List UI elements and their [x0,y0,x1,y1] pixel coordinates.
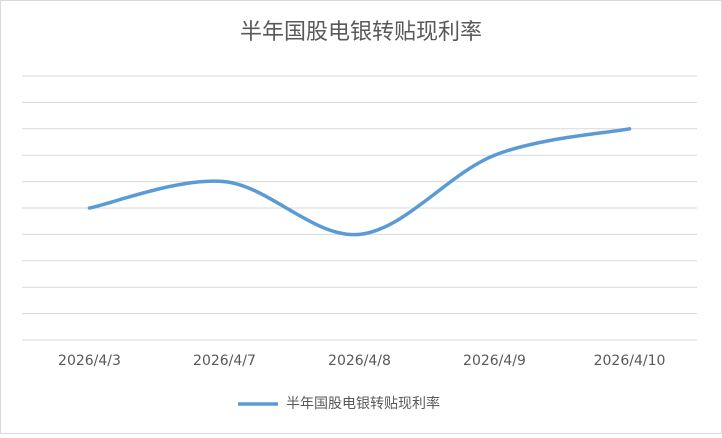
chart-title: 半年国股电银转贴现利率 [240,20,482,45]
x-tick-label: 2026/4/3 [58,353,121,369]
x-tick-label: 2026/4/9 [463,353,526,369]
x-tick-label: 2026/4/7 [193,353,256,369]
series-line [87,127,632,237]
legend-label: 半年国股电银转贴现利率 [286,395,440,412]
x-tick-label: 2026/4/8 [328,353,391,369]
x-tick-label: 2026/4/10 [594,353,666,369]
